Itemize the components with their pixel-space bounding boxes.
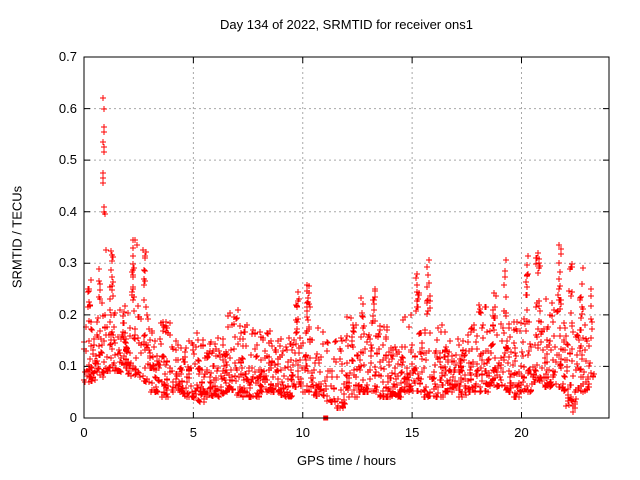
x-axis-title: GPS time / hours xyxy=(297,453,396,468)
y-tick-label: 0.1 xyxy=(58,358,77,374)
scatter-points xyxy=(81,95,597,415)
y-tick-label: 0.4 xyxy=(58,203,77,219)
x-tick-label: 5 xyxy=(189,425,197,440)
grid-lines xyxy=(84,57,609,418)
y-tick-label: 0.6 xyxy=(58,100,77,116)
y-tick-label: 0 xyxy=(69,410,77,425)
chart-title: Day 134 of 2022, SRMTID for receiver ons… xyxy=(220,17,473,32)
x-tick-label: 15 xyxy=(404,425,420,440)
x-tick-label: 20 xyxy=(514,425,529,440)
plot-border xyxy=(83,56,610,419)
x-tick-label: 0 xyxy=(80,425,88,440)
y-axis-title: SRMTID / TECUs xyxy=(9,185,25,289)
y-tick-label: 0.5 xyxy=(58,152,77,168)
y-tick-label: 0.7 xyxy=(58,49,77,64)
y-tick-label: 0.3 xyxy=(58,255,77,271)
y-tick-label: 0.2 xyxy=(58,306,77,322)
x-tick-label: 10 xyxy=(295,425,310,440)
